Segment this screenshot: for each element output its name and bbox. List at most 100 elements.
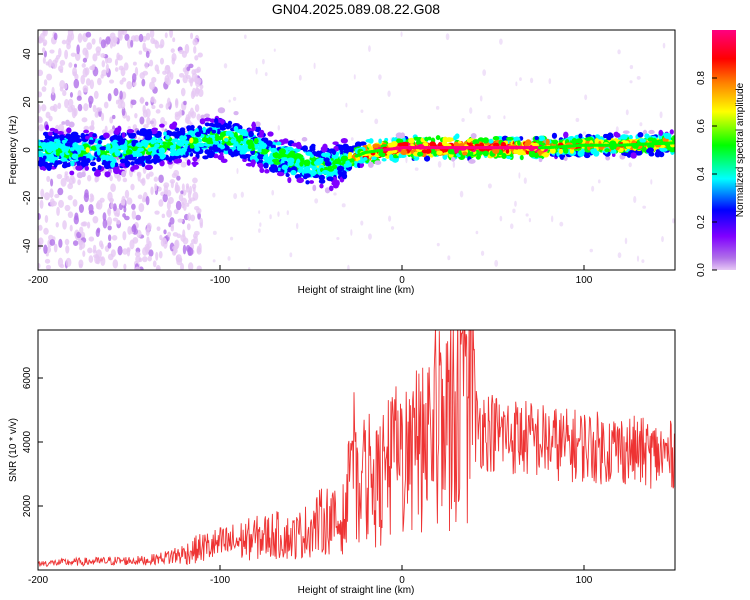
- heatmap-cell: [88, 255, 94, 263]
- heatmap-cell: [550, 215, 554, 223]
- heatmap-cell: [114, 67, 119, 72]
- heatmap-cell: [517, 140, 521, 146]
- heatmap-cell: [132, 61, 137, 66]
- heatmap-cell: [41, 86, 47, 92]
- heatmap-cell: [162, 141, 168, 146]
- heatmap-cell: [126, 129, 135, 134]
- heatmap-cell: [67, 105, 74, 113]
- heatmap-cell: [424, 136, 429, 142]
- heatmap-cell: [44, 214, 49, 223]
- heatmap-cell: [53, 32, 58, 41]
- heatmap-cell: [169, 72, 174, 80]
- heatmap-cell: [248, 130, 254, 138]
- heatmap-cell: [151, 104, 156, 110]
- heatmap-cell: [131, 141, 136, 147]
- heatmap-cell: [242, 131, 250, 137]
- heatmap-cell: [102, 132, 110, 139]
- heatmap-cell: [313, 62, 316, 70]
- heatmap-cell: [55, 151, 60, 157]
- heatmap-cell: [46, 246, 52, 253]
- heatmap-cell: [179, 127, 186, 132]
- heatmap-cell: [112, 259, 119, 269]
- heatmap-cell: [159, 57, 165, 65]
- heatmap-cell: [139, 116, 145, 125]
- heatmap-cell: [187, 262, 194, 270]
- heatmap-cell: [189, 78, 193, 87]
- heatmap-cell: [174, 111, 180, 118]
- heatmap-cell: [135, 214, 141, 221]
- heatmap-cell: [185, 185, 190, 193]
- heatmap-cell: [118, 138, 126, 145]
- heatmap-cell: [110, 201, 114, 209]
- heatmap-cell: [48, 115, 53, 122]
- heatmap-cell: [149, 30, 155, 38]
- heatmap-cell: [138, 33, 144, 43]
- heatmap-cell: [88, 125, 95, 131]
- heatmap-cell: [347, 264, 350, 270]
- heatmap-cell: [158, 174, 164, 183]
- heatmap-cell: [95, 50, 101, 56]
- heatmap-cell: [499, 215, 503, 222]
- heatmap-cell: [262, 58, 265, 65]
- heatmap-cell: [281, 164, 289, 171]
- heatmap-cell: [158, 103, 164, 109]
- heatmap-cell: [501, 135, 509, 142]
- heatmap-cell: [137, 156, 145, 162]
- heatmap-cell: [38, 116, 43, 124]
- heatmap-cell: [119, 90, 123, 100]
- heatmap-cell: [149, 120, 154, 125]
- heatmap-cell: [259, 222, 262, 227]
- heatmap-cell: [134, 113, 138, 119]
- heatmap-cell: [253, 137, 259, 145]
- heatmap-cell: [119, 162, 127, 167]
- heatmap-cell: [597, 179, 601, 184]
- heatmap-cell: [144, 243, 150, 253]
- heatmap-cell: [62, 89, 67, 97]
- heatmap-cell: [264, 169, 270, 174]
- heatmap-cell: [161, 213, 166, 219]
- spectrogram-x-tick-label: -200: [28, 275, 48, 286]
- heatmap-cell: [96, 249, 102, 259]
- heatmap-cell: [38, 141, 42, 147]
- heatmap-cell: [321, 152, 328, 158]
- heatmap-cell: [178, 49, 185, 55]
- heatmap-cell: [67, 34, 73, 43]
- heatmap-cell: [520, 155, 524, 161]
- heatmap-cell: [459, 190, 464, 198]
- heatmap-cell: [648, 129, 655, 135]
- snr-series-line: [38, 330, 675, 568]
- heatmap-cell: [182, 189, 187, 196]
- heatmap-cell: [336, 236, 340, 240]
- heatmap-cell: [61, 163, 68, 169]
- snr-axes-frame: [37, 329, 676, 571]
- heatmap-cell: [180, 87, 186, 97]
- heatmap-cell: [534, 136, 539, 141]
- heatmap-cell: [450, 157, 456, 162]
- heatmap-cell: [170, 224, 174, 229]
- heatmap-cell: [529, 77, 534, 84]
- heatmap-cell: [150, 186, 154, 196]
- heatmap-cell: [192, 177, 198, 184]
- spectrogram-x-tick-label: -100: [210, 275, 230, 286]
- heatmap-cell: [347, 162, 352, 168]
- heatmap-cell: [208, 146, 214, 151]
- heatmap-cell: [236, 145, 242, 152]
- heatmap-cell: [605, 155, 611, 161]
- heatmap-cell: [388, 215, 392, 222]
- heatmap-cell: [220, 158, 228, 163]
- heatmap-cell: [183, 203, 187, 211]
- heatmap-cell: [466, 138, 472, 143]
- heatmap-cell: [94, 170, 101, 177]
- heatmap-cell: [129, 239, 135, 250]
- heatmap-cell: [141, 197, 146, 203]
- heatmap-cell: [65, 245, 70, 254]
- heatmap-cell: [214, 122, 222, 128]
- heatmap-cell: [78, 259, 84, 268]
- heatmap-cell: [227, 256, 231, 261]
- heatmap-cell: [136, 130, 141, 135]
- heatmap-cell: [314, 198, 319, 204]
- heatmap-cell: [122, 177, 128, 183]
- snr-x-tick-label: 0: [399, 575, 405, 586]
- heatmap-cell: [342, 143, 349, 149]
- heatmap-cell: [75, 165, 83, 171]
